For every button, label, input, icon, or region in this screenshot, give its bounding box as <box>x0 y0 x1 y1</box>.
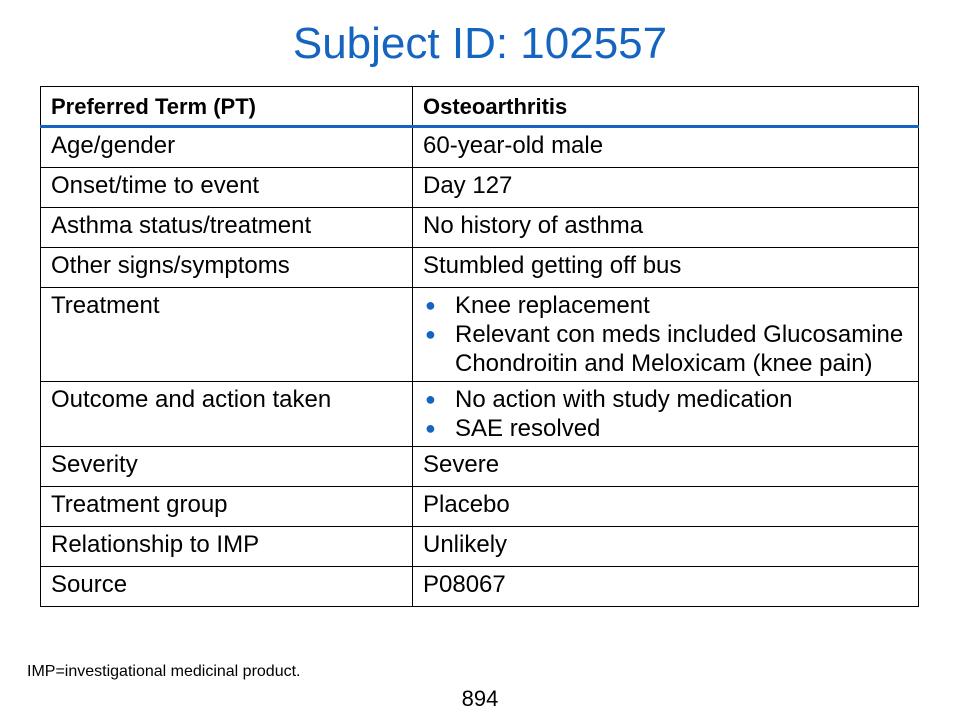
table-row: Age/gender 60-year-old male <box>40 126 919 168</box>
list-item-text: No action with study medication <box>455 386 793 413</box>
row-label: Source <box>40 566 413 607</box>
row-label: Age/gender <box>40 126 413 168</box>
treatment-bullet-list: ● Knee replacement ● Relevant con meds i… <box>423 291 908 378</box>
table-row: Treatment group Placebo <box>40 486 919 527</box>
row-label: Treatment <box>40 287 413 382</box>
row-label: Treatment group <box>40 486 413 527</box>
footnote: IMP=investigational medicinal product. <box>27 663 301 680</box>
list-item: ● SAE resolved <box>423 414 908 443</box>
row-label: Severity <box>40 446 413 487</box>
bullet-dot-icon: ● <box>425 324 436 344</box>
row-value: ● No action with study medication ● SAE … <box>412 381 919 447</box>
row-value: ● Knee replacement ● Relevant con meds i… <box>412 287 919 382</box>
row-label: Outcome and action taken <box>40 381 413 447</box>
header-value-cell: Osteoarthritis <box>412 86 919 128</box>
row-value: Day 127 <box>412 167 919 208</box>
page-title: Subject ID: 102557 <box>292 19 668 68</box>
table-row: Other signs/symptoms Stumbled getting of… <box>40 247 919 288</box>
table-row: Asthma status/treatment No history of as… <box>40 207 919 248</box>
list-item: ● Relevant con meds included Glucosamine… <box>423 320 908 378</box>
bullet-dot-icon: ● <box>425 418 436 438</box>
row-label: Relationship to IMP <box>40 526 413 567</box>
row-value: Unlikely <box>412 526 919 567</box>
list-item: ● No action with study medication <box>423 385 908 414</box>
table-row: Onset/time to event Day 127 <box>40 167 919 208</box>
row-value: Stumbled getting off bus <box>412 247 919 288</box>
header-label-cell: Preferred Term (PT) <box>40 86 413 128</box>
table-header-row: Preferred Term (PT) Osteoarthritis <box>40 86 919 128</box>
list-item-text: Relevant con meds included Glucosamine C… <box>455 321 904 377</box>
row-value: Severe <box>412 446 919 487</box>
bullet-dot-icon: ● <box>425 389 436 409</box>
table-row: Source P08067 <box>40 566 919 607</box>
list-item: ● Knee replacement <box>423 291 908 320</box>
table-row: Relationship to IMP Unlikely <box>40 526 919 567</box>
table-row: Outcome and action taken ● No action wit… <box>40 381 919 447</box>
row-label: Asthma status/treatment <box>40 207 413 248</box>
bullet-dot-icon: ● <box>425 295 436 315</box>
table-row: Treatment ● Knee replacement ● Relevant … <box>40 287 919 382</box>
subject-details-table: Preferred Term (PT) Osteoarthritis Age/g… <box>40 86 919 607</box>
page-number: 894 <box>461 686 499 711</box>
outcome-bullet-list: ● No action with study medication ● SAE … <box>423 385 908 443</box>
row-value: Placebo <box>412 486 919 527</box>
row-label: Onset/time to event <box>40 167 413 208</box>
row-label: Other signs/symptoms <box>40 247 413 288</box>
row-value: P08067 <box>412 566 919 607</box>
row-value: No history of asthma <box>412 207 919 248</box>
row-value: 60-year-old male <box>412 126 919 168</box>
list-item-text: SAE resolved <box>455 415 601 442</box>
list-item-text: Knee replacement <box>455 292 650 319</box>
table-row: Severity Severe <box>40 446 919 487</box>
